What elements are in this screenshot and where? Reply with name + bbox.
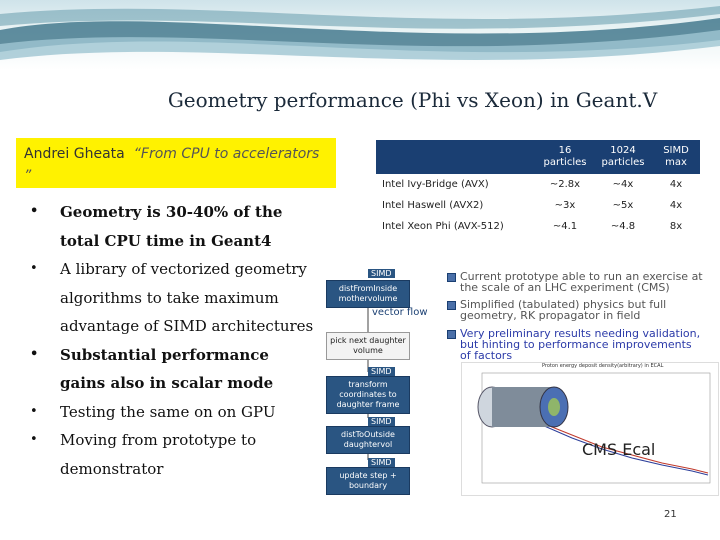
plot-title: Proton energy deposit density(arbitrary)… xyxy=(542,363,664,369)
table-cell: 4x xyxy=(669,179,683,190)
bullet-item: • A library of vectorized geometry algor… xyxy=(22,255,322,341)
table-row: Intel Ivy-Bridge (AVX) ~2.8x ~4x 4x xyxy=(376,174,700,195)
vector-flow-diagram: SIMD distFromInside mothervolume pick ne… xyxy=(318,268,428,498)
bullet-item: • Geometry is 30-40% of the total CPU ti… xyxy=(22,198,322,255)
banner-swoosh-graphic xyxy=(0,6,720,60)
flow-node: pick next daughter volume xyxy=(326,332,410,360)
table-header-row: 16 particles 1024 particles SIMD max xyxy=(376,140,700,174)
cylinder-detector-graphic xyxy=(477,386,569,428)
table-cell: Intel Ivy-Bridge (AVX) xyxy=(382,179,489,190)
table-header-cell: SIMD max xyxy=(652,140,700,174)
square-bullet-icon xyxy=(447,273,456,282)
simd-tag: SIMD xyxy=(368,417,395,426)
table-header-cell: 1024 particles xyxy=(594,140,652,174)
citation-box: Andrei Gheata “From CPU to accelerators … xyxy=(16,138,336,188)
table-cell: 4x xyxy=(669,200,683,211)
simd-tag: SIMD xyxy=(368,367,395,376)
bullet-dot-icon: • xyxy=(30,204,39,219)
citation-author: Andrei Gheata xyxy=(24,146,125,162)
page-number: 21 xyxy=(664,509,677,520)
bullet-dot-icon: • xyxy=(30,432,38,447)
bullet-list: • Geometry is 30-40% of the total CPU ti… xyxy=(22,198,322,483)
bullet-dot-icon: • xyxy=(30,403,38,419)
flow-node: transform coordinates to daughter frame xyxy=(326,376,410,414)
vector-flow-label: vector flow xyxy=(372,307,428,318)
cms-energy-plot: Proton energy deposit density(arbitrary)… xyxy=(461,362,719,496)
slide-title: Geometry performance (Phi vs Xeon) in Ge… xyxy=(167,88,658,112)
table-row: Intel Xeon Phi (AVX-512) ~4.1 ~4.8 8x xyxy=(376,216,700,237)
panel-item: Very preliminary results needing validat… xyxy=(460,327,701,362)
table-cell: 8x xyxy=(669,221,683,232)
bullet-item: • Testing the same on on GPU xyxy=(22,398,322,427)
plot-caption: CMS Ecal xyxy=(582,440,656,459)
panel-item: Simplified (tabulated) physics but full … xyxy=(460,298,667,322)
table-cell: ~2.8x xyxy=(549,179,581,190)
citation-quote: “From CPU to accelerators ” xyxy=(24,146,320,184)
simd-tag: SIMD xyxy=(368,269,395,278)
table-header-cell xyxy=(376,140,536,174)
bullet-item: • Substantial performance gains also in … xyxy=(22,341,322,398)
table-cell: Intel Haswell (AVX2) xyxy=(382,200,484,211)
plot-graphic xyxy=(477,372,711,484)
performance-table: 16 particles 1024 particles SIMD max Int… xyxy=(376,140,700,237)
square-bullet-icon xyxy=(447,330,456,339)
header-banner xyxy=(0,0,720,70)
bullet-dot-icon: • xyxy=(30,346,39,362)
flow-node: update step + boundary xyxy=(326,467,410,495)
table-cell: Intel Xeon Phi (AVX-512) xyxy=(382,221,504,232)
table-row: Intel Haswell (AVX2) ~3x ~5x 4x xyxy=(376,195,700,216)
table-cell: ~4.8 xyxy=(610,221,636,232)
flow-node: distToOutside daughtervol xyxy=(326,426,410,454)
table-cell: ~3x xyxy=(554,200,576,211)
bullet-dot-icon: • xyxy=(30,261,38,276)
table-cell: ~5x xyxy=(612,200,634,211)
bullet-item: • Moving from prototype to demonstrator xyxy=(22,426,322,483)
table-cell: ~4x xyxy=(612,179,634,190)
panel-item: Current prototype able to run an exercis… xyxy=(460,270,703,294)
square-bullet-icon xyxy=(447,301,456,310)
table-header-cell: 16 particles xyxy=(536,140,594,174)
table-cell: ~4.1 xyxy=(552,221,578,232)
simd-tag: SIMD xyxy=(368,458,395,467)
flow-node: distFromInside mothervolume xyxy=(326,280,410,308)
